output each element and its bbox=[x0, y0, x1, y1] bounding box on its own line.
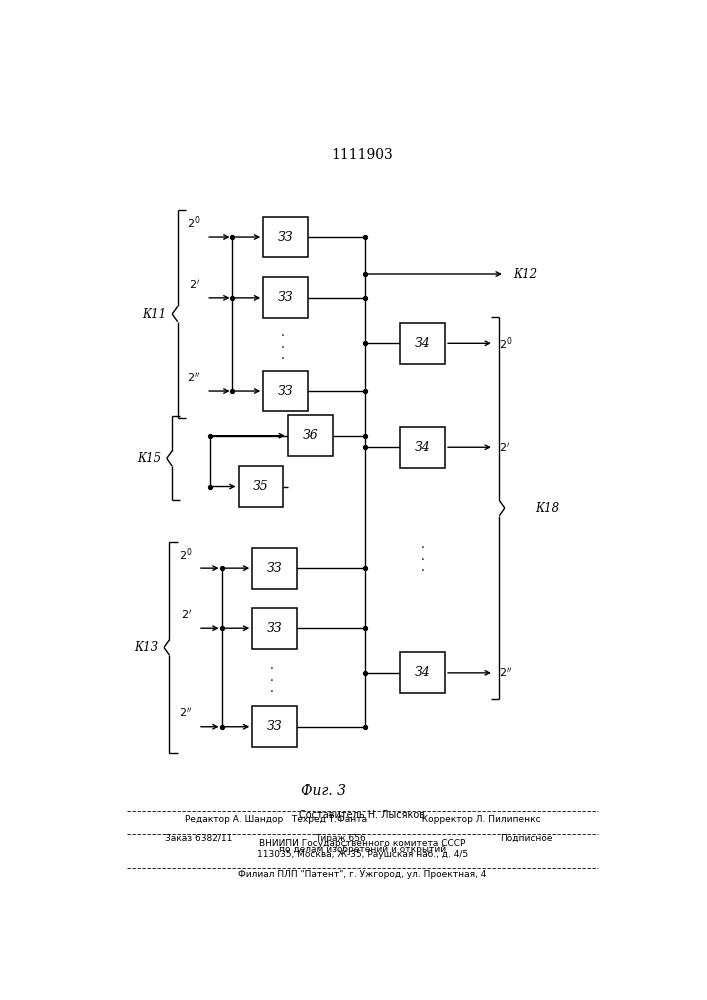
Text: К13: К13 bbox=[134, 641, 158, 654]
Text: З4: З4 bbox=[415, 337, 431, 350]
Text: З5: З5 bbox=[253, 480, 269, 493]
Bar bbox=[263, 277, 308, 318]
Text: ·: · bbox=[281, 330, 285, 343]
Text: $2'$: $2'$ bbox=[189, 278, 201, 291]
Bar bbox=[252, 706, 297, 747]
Text: З6: З6 bbox=[303, 429, 318, 442]
Text: $2^0$: $2^0$ bbox=[187, 215, 201, 231]
Bar bbox=[400, 323, 445, 364]
Text: З4: З4 bbox=[415, 441, 431, 454]
Bar bbox=[288, 415, 333, 456]
Text: $2''$: $2''$ bbox=[499, 666, 513, 679]
Text: $2'$: $2'$ bbox=[181, 608, 192, 621]
Text: 113035, Москва, Ж-35, Раушская наб., д. 4/5: 113035, Москва, Ж-35, Раушская наб., д. … bbox=[257, 850, 468, 859]
Text: К15: К15 bbox=[137, 452, 161, 465]
Text: ЗЗ: ЗЗ bbox=[278, 231, 293, 244]
Text: ·: · bbox=[270, 663, 274, 676]
Text: ЗЗ: ЗЗ bbox=[278, 385, 293, 398]
Text: ·: · bbox=[270, 686, 274, 699]
Text: ·: · bbox=[421, 554, 424, 567]
Text: ·: · bbox=[281, 342, 285, 355]
Bar bbox=[263, 217, 308, 257]
Text: Заказ 6382/11: Заказ 6382/11 bbox=[165, 834, 233, 843]
Text: Филиал ПЛП "Патент", г. Ужгород, ул. Проектная, 4: Филиал ПЛП "Патент", г. Ужгород, ул. Про… bbox=[238, 870, 486, 879]
Text: ВНИИПИ Государственного комитета СССР: ВНИИПИ Государственного комитета СССР bbox=[259, 839, 465, 848]
Text: Подписное: Подписное bbox=[501, 834, 553, 843]
Text: ЗЗ: ЗЗ bbox=[267, 622, 282, 635]
Bar bbox=[238, 466, 284, 507]
Bar bbox=[400, 427, 445, 468]
Bar bbox=[400, 652, 445, 693]
Text: ЗЗ: ЗЗ bbox=[267, 562, 282, 575]
Text: по делам изобретений и открытий: по делам изобретений и открытий bbox=[279, 845, 446, 854]
Text: $2'$: $2'$ bbox=[499, 441, 510, 454]
Text: $2^0$: $2^0$ bbox=[499, 335, 513, 352]
Text: 1111903: 1111903 bbox=[332, 148, 393, 162]
Text: $2''$: $2''$ bbox=[187, 371, 201, 384]
Text: К18: К18 bbox=[535, 502, 559, 515]
Bar bbox=[252, 608, 297, 649]
Text: ЗЗ: ЗЗ bbox=[278, 291, 293, 304]
Bar bbox=[252, 548, 297, 589]
Text: $2^0$: $2^0$ bbox=[179, 546, 192, 563]
Text: ·: · bbox=[421, 542, 424, 555]
Text: З4: З4 bbox=[415, 666, 431, 679]
Text: ·: · bbox=[270, 675, 274, 688]
Text: ЗЗ: ЗЗ bbox=[267, 720, 282, 733]
Text: $2''$: $2''$ bbox=[179, 706, 192, 719]
Text: К11: К11 bbox=[143, 308, 167, 321]
Text: Составитель Н. Лысяков: Составитель Н. Лысяков bbox=[299, 810, 426, 820]
Text: К12: К12 bbox=[513, 267, 537, 280]
Text: Тираж 656: Тираж 656 bbox=[315, 834, 366, 843]
Text: ·: · bbox=[281, 353, 285, 366]
Text: ·: · bbox=[421, 565, 424, 578]
Text: Фиг. 3: Фиг. 3 bbox=[301, 784, 346, 798]
Text: Редактор А. Шандор   Техред Т.Фанта                   Корректор Л. Пилипенкс: Редактор А. Шандор Техред Т.Фанта Коррек… bbox=[185, 815, 540, 824]
Bar bbox=[263, 371, 308, 411]
